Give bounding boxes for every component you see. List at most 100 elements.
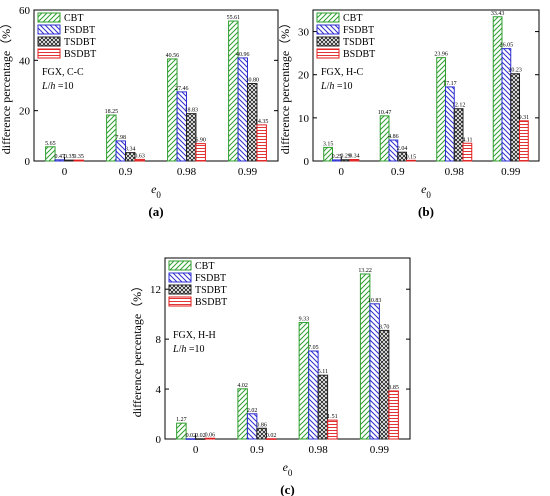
data-label: 1.51	[327, 414, 338, 420]
x-tick-label: 0	[62, 166, 68, 178]
annotation-line: L/h =10	[320, 81, 352, 92]
bar-cbt	[492, 16, 503, 162]
data-label: 23.96	[434, 52, 448, 58]
bar-cbt	[237, 388, 248, 440]
legend-label-bsdbt: BSDBT	[195, 297, 227, 308]
data-label: 13.22	[358, 268, 372, 274]
bar-bsdbt	[462, 142, 473, 162]
bar-cbt	[167, 58, 178, 162]
chart-panel-c: 0 4 8 12 difference percentage（%） e0 (c) FGX, H…	[130, 257, 411, 496]
y-tick-label: 0	[156, 434, 162, 446]
y-tick-label: 8	[156, 334, 162, 346]
y-tick-label: 20	[298, 70, 310, 82]
data-label: 55.61	[227, 15, 241, 21]
bar-fsdbt	[331, 159, 342, 162]
data-label: 3.34	[125, 147, 136, 153]
data-label: 18.83	[184, 108, 198, 114]
legend-swatch-bsdbt	[37, 48, 61, 59]
data-label: 0.02	[186, 433, 197, 439]
data-label: 0.06	[205, 432, 216, 438]
data-label: 4.11	[462, 137, 472, 143]
data-label: 0.35	[64, 154, 75, 160]
data-label: 4.86	[388, 134, 399, 140]
bar-tsdbt	[453, 108, 464, 162]
data-label: 20.23	[508, 68, 522, 74]
data-label: 30.80	[245, 77, 259, 83]
x-tick-label: 0.9	[119, 166, 133, 178]
bar-bsdbt	[388, 390, 399, 440]
x-axis-label: e0	[421, 182, 431, 200]
panel-caption: (a)	[148, 204, 163, 219]
legend-swatch-bsdbt	[168, 296, 192, 307]
y-tick-label: 0	[304, 156, 310, 168]
bar-bsdbt	[134, 158, 145, 162]
bar-cbt	[106, 114, 117, 162]
bar-bsdbt	[327, 419, 338, 440]
bar-tsdbt	[64, 159, 75, 162]
data-label: 7.98	[116, 135, 127, 141]
bar-tsdbt	[317, 374, 329, 440]
data-label: 3.15	[323, 141, 334, 147]
legend-swatch-fsdbt	[168, 272, 192, 283]
legend-label-tsdbt: TSDBT	[343, 37, 375, 48]
bar-cbt	[176, 422, 187, 440]
data-label: 9.33	[299, 317, 310, 323]
chart-panel-a: 0 20 40 60 difference percentage（%） e0 (a) FGX,…	[0, 5, 279, 219]
legend-label-bsdbt: BSDBT	[64, 49, 96, 60]
bar-bsdbt	[349, 159, 360, 162]
chart-panel-b: 0 10 20 30 difference percentage（%） e0 (b) FGX,…	[278, 9, 540, 219]
bar-bsdbt	[73, 159, 84, 162]
bar-tsdbt	[510, 73, 521, 162]
legend-swatch-cbt	[316, 12, 340, 23]
bar-cbt	[379, 115, 390, 162]
x-tick-label: 0.99	[501, 166, 521, 178]
bar-tsdbt	[125, 152, 136, 162]
bar-tsdbt	[256, 427, 267, 440]
data-label: 6.90	[195, 138, 206, 144]
annotation-line: FGX, H-C	[321, 67, 364, 78]
bar-cbt	[298, 322, 310, 440]
legend-label-fsdbt: FSDBT	[64, 25, 95, 36]
legend-swatch-fsdbt	[316, 24, 340, 35]
data-label: 0.02	[195, 433, 206, 439]
bar-cbt	[323, 146, 333, 162]
plot-frame	[312, 9, 540, 162]
data-label: 0.15	[406, 154, 417, 160]
data-label: 0.34	[349, 154, 360, 160]
data-label: 0.47	[55, 154, 66, 160]
data-label: 27.46	[175, 86, 189, 92]
bar-tsdbt	[186, 113, 197, 162]
bar-cbt	[45, 146, 56, 162]
y-tick-label: 20	[19, 106, 31, 118]
annotation-line: L/h =10	[41, 81, 73, 92]
legend-label-bsdbt: BSDBT	[343, 49, 375, 60]
y-axis-label: difference percentage（%）	[130, 280, 144, 417]
data-label: 5.65	[45, 141, 56, 147]
data-label: 0.35	[73, 154, 84, 160]
legend-swatch-cbt	[168, 260, 192, 271]
legend-label-cbt: CBT	[64, 13, 83, 24]
data-label: 9.31	[519, 115, 530, 121]
bar-fsdbt	[246, 413, 258, 440]
bar-bsdbt	[195, 143, 206, 162]
y-tick-label: 12	[150, 284, 161, 296]
data-label: 3.85	[388, 385, 399, 391]
legend-label-fsdbt: FSDBT	[195, 273, 226, 284]
bar-fsdbt	[237, 57, 248, 162]
x-axis-label: e0	[283, 460, 293, 478]
data-label: 0.25	[332, 154, 343, 160]
bar-fsdbt	[176, 91, 187, 162]
x-tick-label: 0	[193, 444, 199, 456]
bar-cbt	[228, 20, 239, 162]
legend-label-cbt: CBT	[195, 261, 214, 272]
data-label: 40.56	[166, 53, 180, 59]
legend-swatch-fsdbt	[37, 24, 61, 35]
data-label: 0.86	[256, 422, 267, 428]
annotation-line: L/h =10	[172, 344, 204, 355]
legend-label-fsdbt: FSDBT	[343, 25, 374, 36]
plot-frame	[33, 9, 279, 162]
data-label: 5.11	[318, 369, 328, 375]
data-label: 33.43	[491, 11, 505, 17]
bar-fsdbt	[444, 86, 455, 162]
